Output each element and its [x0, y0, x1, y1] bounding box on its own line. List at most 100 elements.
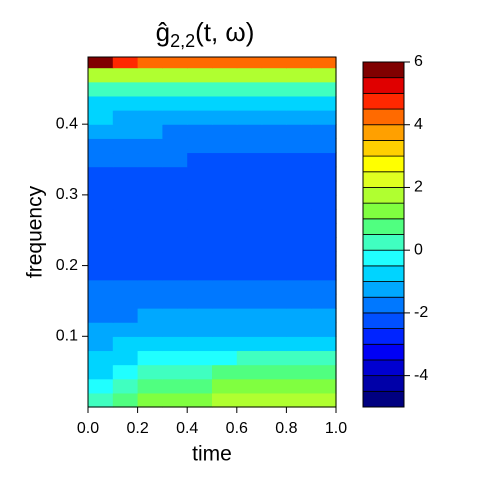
contour-cell — [187, 95, 213, 111]
contour-cell — [88, 138, 114, 154]
contour-cell — [88, 237, 114, 253]
contour-cell — [112, 392, 139, 408]
contour-cell — [261, 251, 287, 267]
colorbar-swatch — [362, 202, 405, 220]
contour-cell — [212, 138, 238, 154]
contour-cell — [187, 166, 213, 182]
contour-cell — [112, 237, 139, 253]
contour-cell — [112, 364, 139, 380]
contour-cell — [162, 95, 188, 111]
title-args: (t, ω) — [195, 17, 254, 47]
contour-cell — [236, 124, 263, 139]
y-axis-label: frequency — [24, 185, 47, 278]
contour-cell — [286, 322, 312, 337]
contour-cell — [261, 237, 287, 253]
contour-cell — [137, 336, 163, 352]
contour-cell — [236, 180, 263, 196]
contour-cell — [311, 392, 337, 408]
contour-cell — [286, 251, 312, 267]
contour-cell — [236, 152, 263, 168]
contour-cell — [162, 293, 188, 309]
contour-cell — [261, 392, 287, 408]
contour-cell — [212, 265, 238, 281]
contour-cell — [311, 279, 337, 295]
contour-cell — [162, 57, 188, 69]
contour-cell — [261, 110, 287, 125]
colorbar-tick-label: -4 — [414, 367, 428, 384]
contour-cell — [187, 364, 213, 380]
contour-cell — [112, 110, 139, 125]
contour-cell — [311, 308, 337, 323]
contour-cell — [236, 378, 263, 394]
contour-cell — [137, 392, 163, 408]
contour-cell — [261, 152, 287, 168]
contour-cell — [162, 350, 188, 366]
y-tick-label: 0.1 — [56, 328, 78, 345]
colorbar-tick-label: 0 — [414, 241, 423, 258]
contour-cell — [311, 209, 337, 224]
contour-cell — [137, 67, 163, 83]
contour-cell — [137, 209, 163, 224]
contour-cell — [187, 67, 213, 83]
contour-cell — [261, 124, 287, 139]
contour-cell — [236, 293, 263, 309]
contour-cell — [137, 350, 163, 366]
contour-cell — [112, 279, 139, 295]
contour-cell — [261, 95, 287, 111]
contour-cell — [311, 124, 337, 139]
contour-cell — [311, 336, 337, 352]
contour-cell — [88, 209, 114, 224]
contour-cell — [212, 251, 238, 267]
contour-cell — [261, 308, 287, 323]
contour-cell — [88, 336, 114, 352]
contour-cell — [236, 57, 263, 69]
colorbar-swatch — [362, 234, 405, 251]
contour-cell — [187, 392, 213, 408]
colorbar-swatch — [362, 296, 405, 314]
contour-cell — [236, 209, 263, 224]
y-tick-label: 0.4 — [56, 115, 78, 132]
contour-cell — [311, 378, 337, 394]
contour-cell — [286, 265, 312, 281]
contour-cell — [187, 322, 213, 337]
contour-cell — [162, 223, 188, 238]
contour-cell — [88, 81, 114, 97]
contour-cell — [112, 166, 139, 182]
contour-cell — [212, 67, 238, 83]
contour-cell — [212, 209, 238, 224]
contour-cell — [311, 350, 337, 366]
contour-cell — [286, 308, 312, 323]
colorbar-tick-label: 6 — [414, 53, 423, 70]
x-tick-label: 1.0 — [325, 420, 347, 437]
contour-cell — [137, 124, 163, 139]
contour-cell — [162, 110, 188, 125]
contour-cell — [286, 180, 312, 196]
contour-cell — [162, 152, 188, 168]
y-tick-label: 0.2 — [56, 257, 78, 274]
contour-cell — [311, 81, 337, 97]
chart-title: ĝ2,2(t, ω) — [156, 17, 255, 51]
contour-cell — [311, 265, 337, 281]
contour-cell — [88, 322, 114, 337]
contour-cell — [137, 194, 163, 210]
colorbar-swatch — [362, 249, 405, 267]
contour-cell — [88, 67, 114, 83]
contour-cell — [236, 95, 263, 111]
contour-cell — [212, 237, 238, 253]
contour-cell — [236, 194, 263, 210]
contour-cell — [137, 81, 163, 97]
contour-cell — [88, 265, 114, 281]
contour-cell — [286, 279, 312, 295]
contour-cell — [212, 124, 238, 139]
contour-cell — [236, 81, 263, 97]
contour-cell — [261, 57, 287, 69]
contour-cell — [187, 81, 213, 97]
contour-cell — [162, 279, 188, 295]
contour-cell — [162, 194, 188, 210]
contour-cell — [88, 378, 114, 394]
contour-cell — [112, 251, 139, 267]
title-main: ĝ — [156, 17, 170, 47]
contour-cell — [286, 378, 312, 394]
y-tick-label: 0.3 — [56, 186, 78, 203]
contour-cell — [137, 279, 163, 295]
